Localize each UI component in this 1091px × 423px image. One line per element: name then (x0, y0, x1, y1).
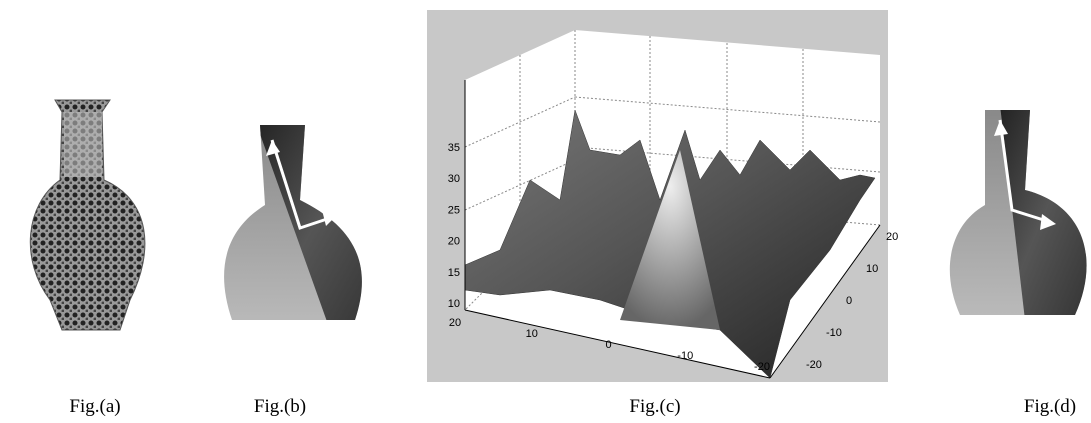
y-tick-label: 0 (846, 295, 852, 307)
y-tick-label: 20 (886, 231, 898, 243)
x-tick-label: 20 (449, 317, 461, 329)
z-tick-label: 25 (448, 204, 460, 216)
y-tick-label: 10 (866, 263, 878, 275)
x-tick-label: 0 (605, 339, 611, 351)
z-tick-label: 10 (448, 298, 460, 310)
x-tick-label: -10 (677, 350, 693, 362)
x-tick-label: -20 (754, 361, 770, 373)
y-tick-label: -10 (826, 327, 842, 339)
vase-segmented (949, 110, 1087, 315)
caption: Fig.(c) (629, 396, 680, 417)
z-tick-label: 30 (448, 173, 460, 185)
caption: Fig.(b) (254, 396, 306, 417)
caption: Fig.(d) (1024, 396, 1076, 417)
z-tick-label: 15 (448, 267, 460, 279)
vase-photo (29, 99, 146, 331)
z-tick-label: 35 (448, 142, 460, 154)
x-tick-label: 10 (526, 328, 538, 340)
y-tick-label: -20 (806, 359, 822, 371)
caption: Fig.(a) (69, 396, 120, 417)
z-tick-label: 20 (448, 236, 460, 248)
vase-segmented (224, 125, 362, 320)
surface-plot: 10 15 20 25 30 35 20 10 0 -10 -20 20 10 0 -10 -20 (427, 10, 898, 382)
